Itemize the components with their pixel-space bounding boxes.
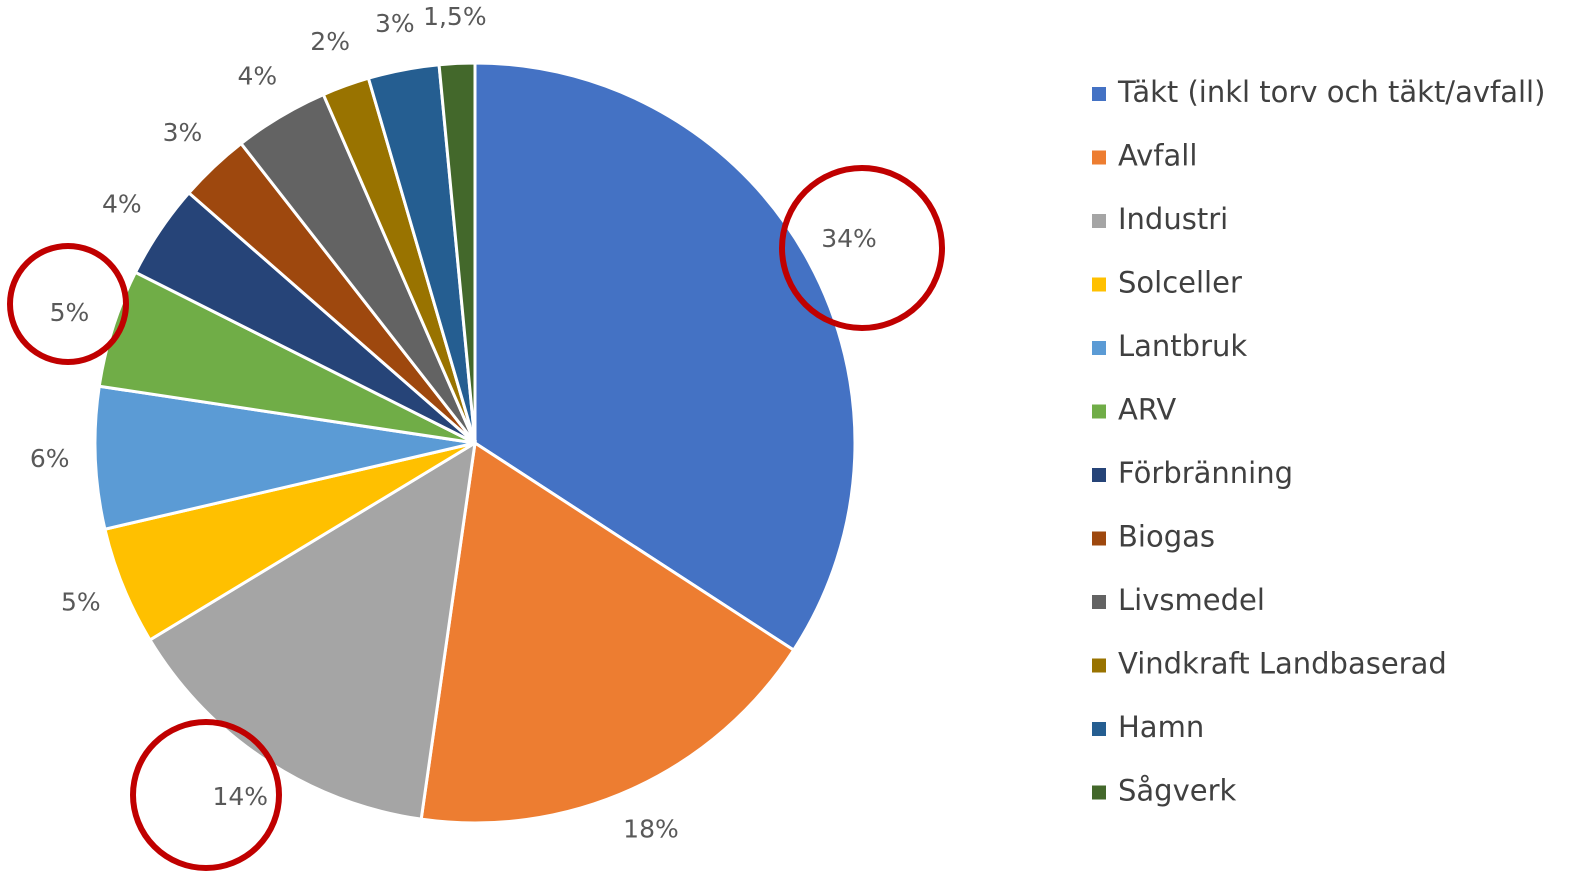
legend-swatch (1092, 785, 1106, 800)
legend-swatch (1092, 595, 1106, 609)
legend-label: Solceller (1118, 266, 1242, 300)
pie-slice (437, 61, 477, 444)
legend-label: Livsmedel (1118, 583, 1265, 617)
data-label: 14% (213, 782, 269, 811)
legend-swatch (1092, 468, 1106, 482)
legend-swatch (1092, 214, 1106, 228)
legend-swatch (1092, 531, 1106, 546)
legend-swatch (1092, 277, 1106, 292)
pie (93, 61, 857, 825)
pie-slice (93, 384, 476, 532)
data-label: 34% (821, 224, 877, 253)
data-label: 6% (30, 444, 70, 473)
data-label: 3% (375, 9, 415, 38)
highlight-circle (130, 719, 282, 871)
legend-swatch (1092, 150, 1106, 165)
data-label: 2% (310, 27, 350, 56)
highlight-circles (7, 165, 945, 871)
highlight-circle (779, 165, 945, 331)
data-label: 18% (623, 815, 679, 844)
data-label: 4% (238, 61, 278, 90)
legend-label: ARV (1118, 393, 1176, 427)
data-label: 5% (61, 588, 101, 617)
legend-label: Industri (1118, 202, 1228, 236)
legend: Täkt (inkl torv och täkt/avfall) Avfall In… (1092, 75, 1545, 808)
legend-label: Täkt (inkl torv och täkt/avfall) (1117, 75, 1545, 109)
data-label: 1,5% (423, 2, 487, 31)
labels: 34% 18% 14% 5% 6% 5% 4% 3% 4% 2% 3% 1,5% (30, 2, 877, 844)
legend-label: Sågverk (1118, 774, 1237, 808)
legend-swatch (1092, 341, 1106, 355)
legend-swatch (1092, 722, 1106, 736)
highlight-circle (7, 243, 129, 365)
legend-swatch (1092, 87, 1106, 101)
legend-swatch (1092, 404, 1106, 419)
data-label: 4% (102, 190, 142, 219)
legend-label: Hamn (1118, 710, 1204, 744)
legend-label: Vindkraft Landbaserad (1118, 647, 1447, 681)
legend-label: Lantbruk (1118, 329, 1247, 363)
legend-label: Avfall (1118, 139, 1197, 173)
legend-label: Förbränning (1118, 456, 1293, 490)
legend-swatch (1092, 658, 1106, 673)
pie-slice (419, 440, 796, 825)
data-label: 5% (50, 298, 90, 327)
legend-label: Biogas (1118, 520, 1215, 554)
data-label: 3% (163, 118, 203, 147)
